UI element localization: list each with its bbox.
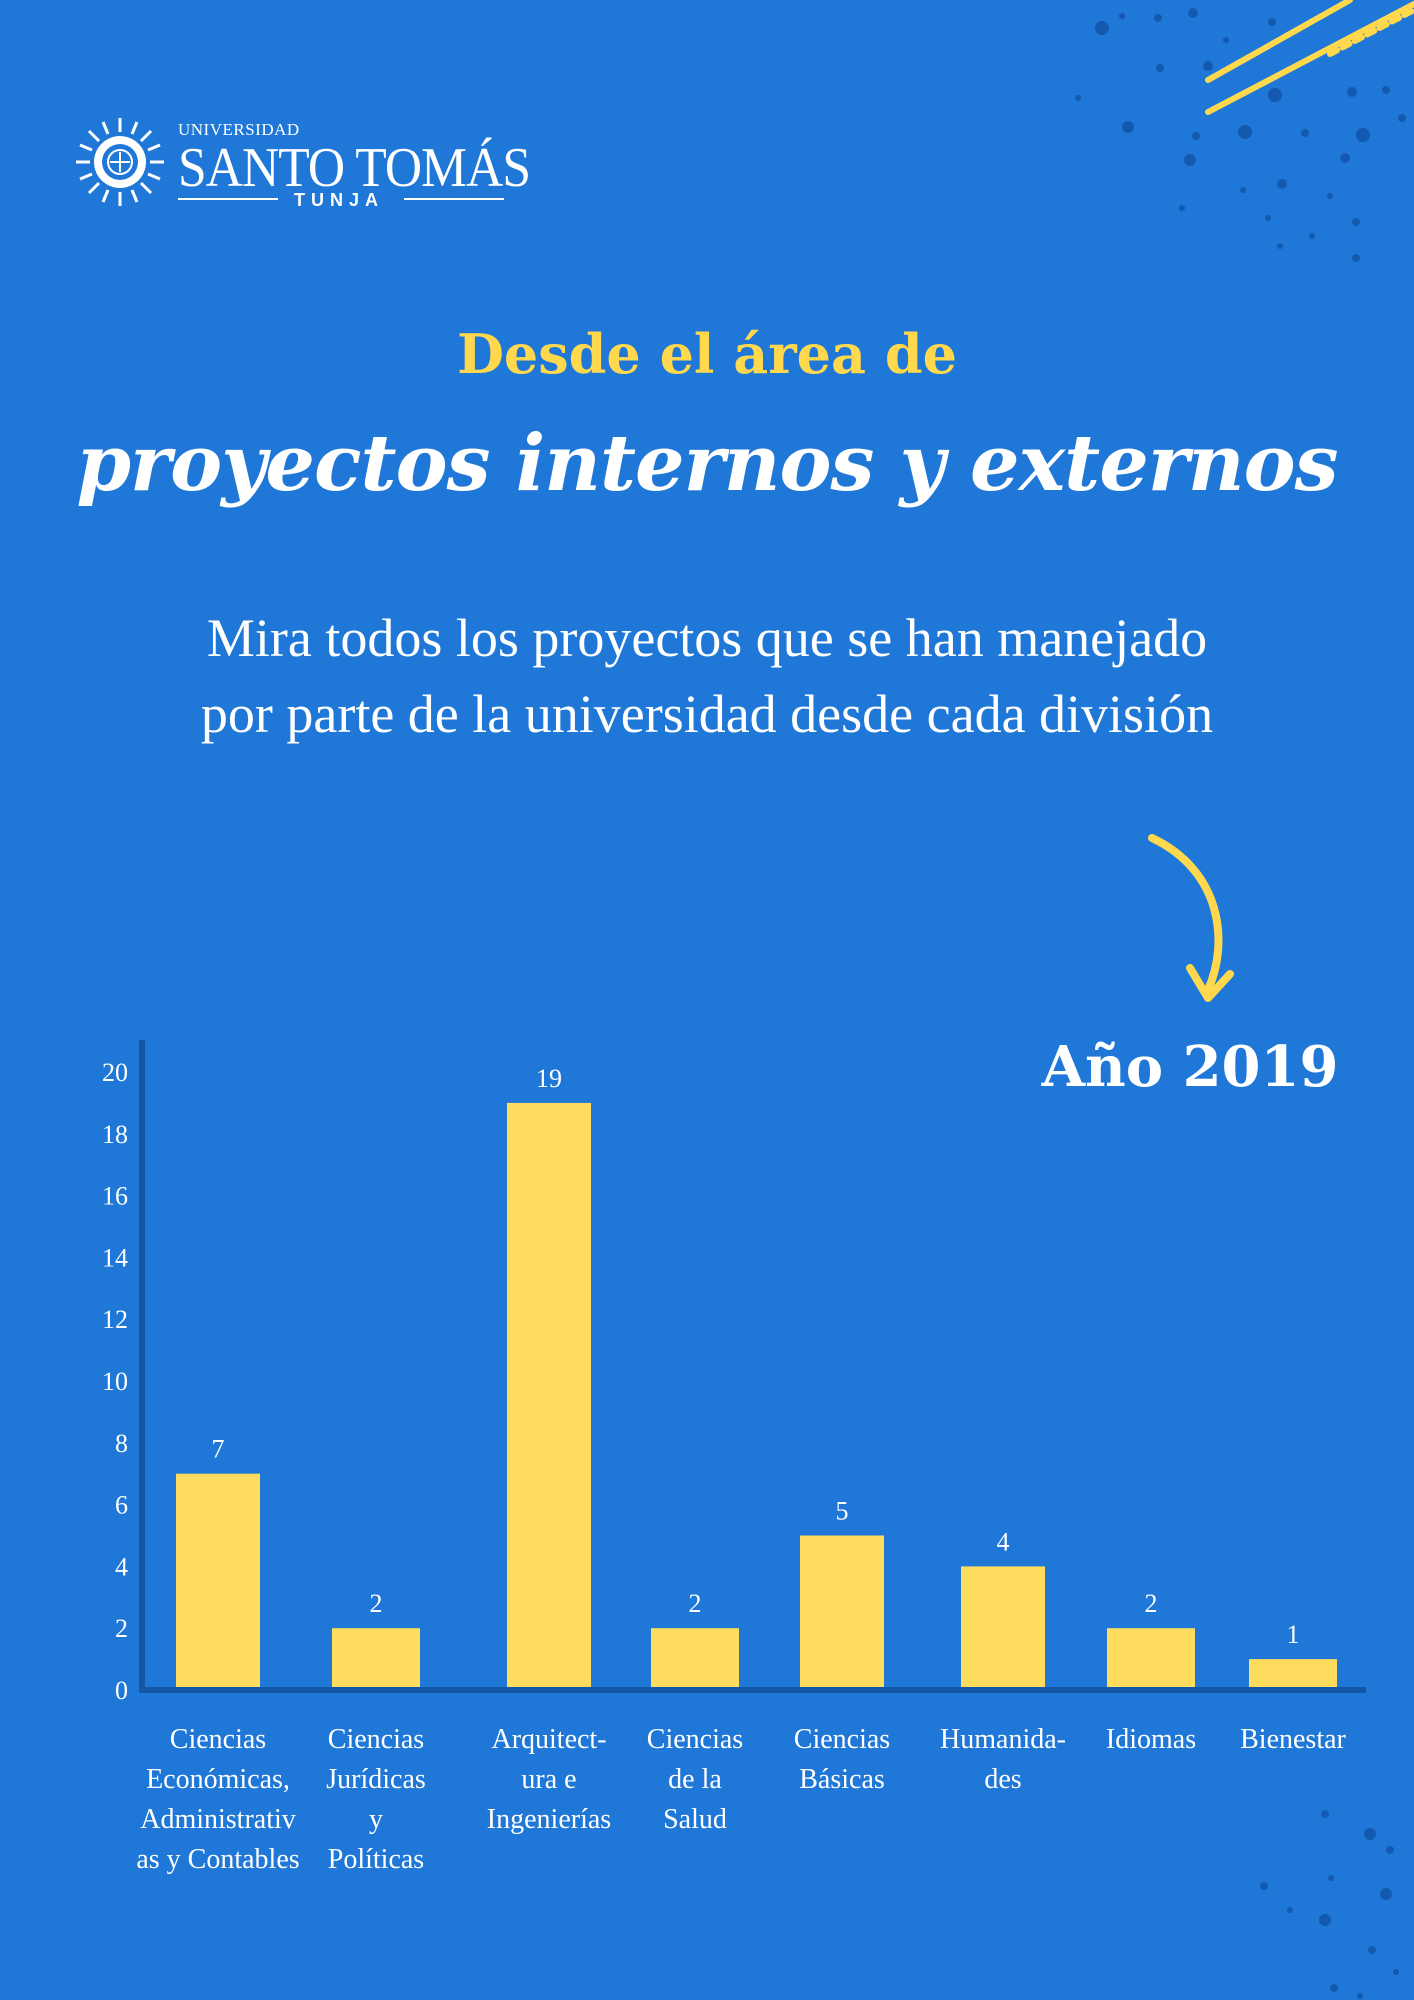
y-tick-label: 10 (102, 1367, 128, 1396)
y-tick-label: 2 (115, 1614, 128, 1643)
logo-city: TUNJA (294, 190, 385, 210)
bar-value-label: 2 (370, 1589, 383, 1618)
y-tick-label: 14 (102, 1243, 128, 1272)
bar-value-label: 5 (836, 1497, 849, 1526)
category-label: Ciencias de la Salud (646, 1724, 744, 1835)
y-tick-label: 4 (115, 1552, 128, 1581)
university-logo: UNIVERSIDAD SANTO TOMÁS TUNJA (74, 116, 531, 216)
bar (1107, 1628, 1195, 1687)
category-label: Idiomas (1105, 1724, 1197, 1755)
y-tick-label: 8 (115, 1429, 128, 1458)
category-label: Arquitect- ura e Ingenierías (486, 1724, 612, 1835)
y-tick-label: 6 (115, 1491, 128, 1520)
y-tick-label: 16 (102, 1182, 128, 1211)
bar-value-label: 2 (689, 1589, 702, 1618)
y-tick-label: 0 (115, 1676, 128, 1705)
heading-line2: proyectos internos y externos (76, 418, 1338, 509)
bar (332, 1628, 420, 1687)
bar (961, 1566, 1045, 1687)
bar-value-label: 4 (997, 1527, 1010, 1556)
category-label: Ciencias Jurídicas y Políticas (326, 1724, 426, 1875)
bar (1249, 1659, 1337, 1687)
bar (800, 1535, 884, 1687)
category-label: Bienestar (1240, 1724, 1346, 1755)
logo-name: SANTO TOMÁS (178, 137, 531, 199)
bar (651, 1628, 739, 1687)
logo-rule-right (404, 198, 504, 200)
year-label: Año 2019 (1041, 1034, 1339, 1100)
bar-value-label: 7 (212, 1435, 225, 1464)
sun-emblem-icon (76, 118, 164, 206)
logo-rule-left (178, 198, 278, 200)
y-tick-label: 20 (102, 1058, 128, 1087)
y-tick-label: 12 (102, 1305, 128, 1334)
category-label: Humanida- des (940, 1724, 1066, 1795)
bar-value-label: 19 (536, 1064, 562, 1093)
bar-value-label: 2 (1145, 1589, 1158, 1618)
logo-top-text: UNIVERSIDAD (178, 120, 300, 139)
subtitle: Mira todos los proyectos que se han mane… (200, 608, 1214, 744)
category-label: Ciencias Básicas (793, 1724, 891, 1795)
y-tick-label: 18 (102, 1120, 128, 1149)
category-label: Ciencias Económicas, Administrativ as y … (136, 1724, 300, 1875)
bar (176, 1473, 260, 1687)
bar-value-label: 1 (1287, 1620, 1300, 1649)
bar (507, 1102, 591, 1687)
curved-arrow-icon (1148, 834, 1234, 1002)
heading-line1: Desde el área de (457, 322, 957, 386)
